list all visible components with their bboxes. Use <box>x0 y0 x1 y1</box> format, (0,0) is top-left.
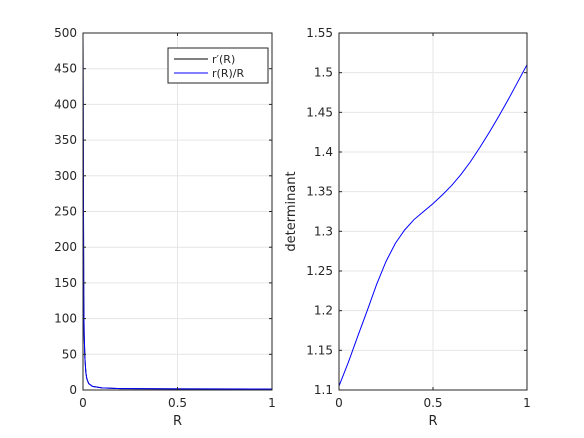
plot-2: 0 0.5 1 1.1 1.15 1.2 1.25 1.3 1.35 1.4 1.45 1.5 1.55… <box>284 26 531 429</box>
x-tick-label: 1 <box>523 396 531 410</box>
y-tick-label: 150 <box>54 276 77 290</box>
y-tick-label: 1.3 <box>314 224 333 238</box>
y-tick-label: 1.35 <box>306 185 333 199</box>
x-tick-label: 0.5 <box>168 396 187 410</box>
legend-label-1: r′(R) <box>212 53 235 66</box>
legend-label-2: r(R)/R <box>212 67 244 80</box>
legend: r′(R)r(R)/R <box>167 47 269 84</box>
x-axis-label: R <box>428 414 437 429</box>
x-tick-label: 0 <box>335 396 343 410</box>
plot-1: 0 0.5 1 0 50 100 150 200 250 300 350 400 450 500 Rr′(R… <box>54 26 276 429</box>
legend-box <box>167 47 269 84</box>
x-tick-label: 1 <box>268 396 276 410</box>
series-line-2 <box>83 33 272 390</box>
x-tick-label: 0.5 <box>423 396 442 410</box>
y-axis-label: determinant <box>284 171 299 251</box>
y-tick-label: 1.1 <box>314 383 333 397</box>
y-tick-label: 100 <box>54 312 77 326</box>
y-tick-label: 1.5 <box>314 66 333 80</box>
x-tick-label: 0 <box>79 396 87 410</box>
y-tick-label: 250 <box>54 205 77 219</box>
y-tick-label: 500 <box>54 26 77 40</box>
y-tick-label: 300 <box>54 169 77 183</box>
y-tick-label: 1.45 <box>306 105 333 119</box>
y-tick-label: 350 <box>54 133 77 147</box>
y-tick-label: 1.4 <box>314 145 333 159</box>
y-tick-label: 0 <box>69 383 77 397</box>
y-tick-label: 200 <box>54 240 77 254</box>
y-tick-label: 1.25 <box>306 264 333 278</box>
y-tick-label: 50 <box>62 347 77 361</box>
y-tick-label: 400 <box>54 97 77 111</box>
x-axis-label: R <box>173 414 182 429</box>
series-line-1 <box>339 64 527 387</box>
y-tick-label: 450 <box>54 62 77 76</box>
y-tick-label: 1.2 <box>314 304 333 318</box>
y-tick-label: 1.15 <box>306 343 333 357</box>
y-tick-label: 1.55 <box>306 26 333 40</box>
